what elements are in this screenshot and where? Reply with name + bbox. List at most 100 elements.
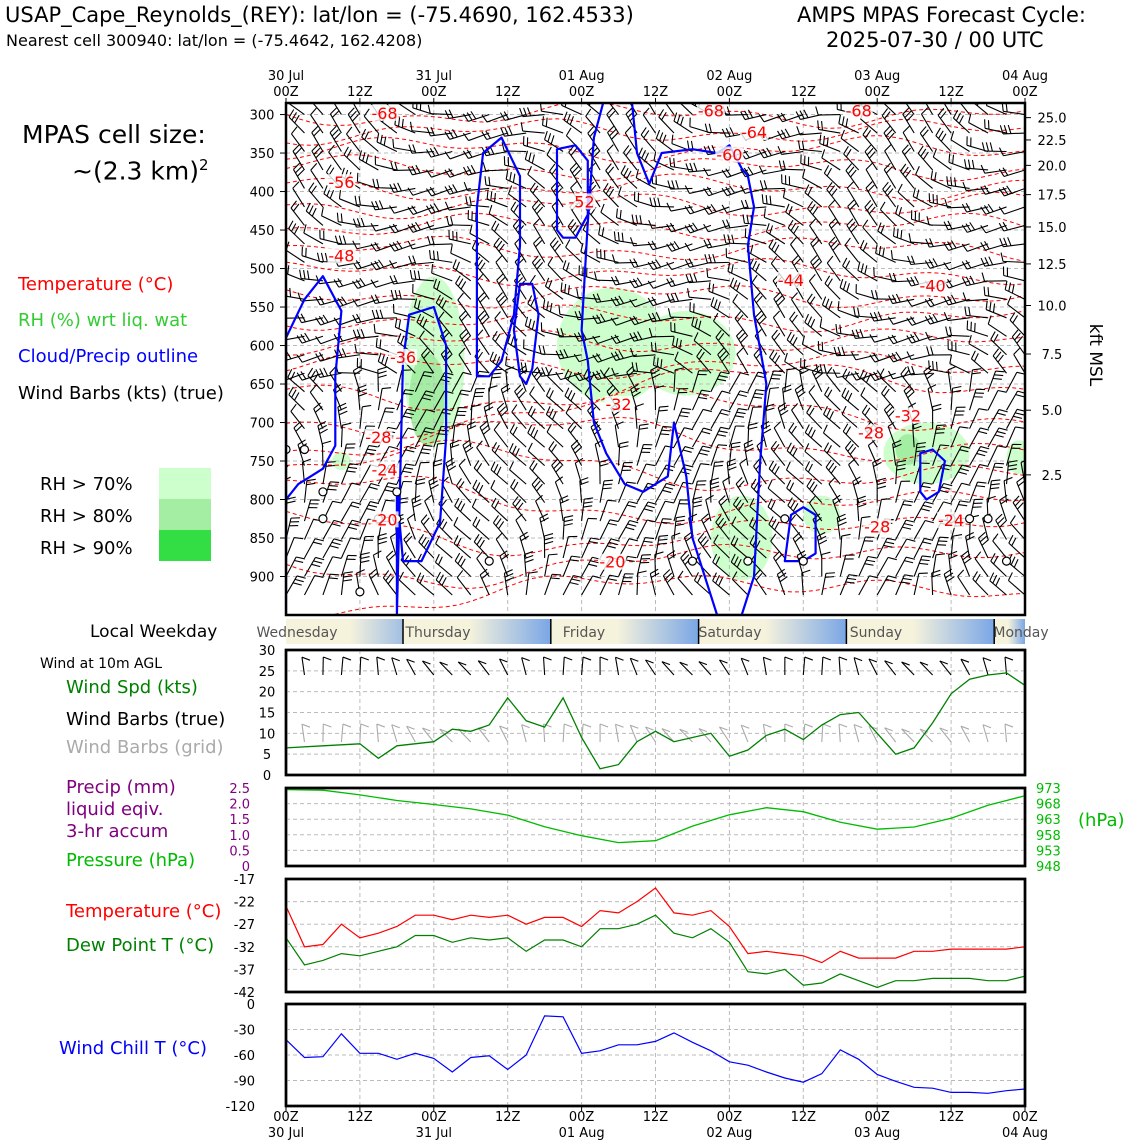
wind-barb (496, 273, 509, 300)
wind-barb-flag (902, 166, 909, 175)
wind-barb-flag (394, 318, 398, 328)
wind-barb-shaft (929, 201, 952, 208)
wind-barb-shaft (1012, 502, 1025, 522)
wind-barb-shaft (333, 103, 342, 115)
wind-barb-flag (462, 113, 469, 122)
wind-barb (875, 244, 896, 263)
wind-barb (337, 402, 348, 429)
wind-barb-flag (479, 420, 488, 428)
wind-barb-grid-shaft (614, 724, 620, 743)
wind-barb-flag (407, 240, 413, 250)
wind-barb-flag (265, 98, 266, 107)
wind-barb-flag (1007, 237, 1012, 246)
wind-barb-flag (996, 430, 1006, 435)
wind-barb-flag (620, 165, 626, 174)
wind-barb-flag (321, 206, 324, 216)
pressure-panel-border (284, 786, 1027, 868)
wind-barb-flag (545, 117, 548, 127)
wind-barb-true (581, 656, 592, 676)
wind-barb-flag (961, 277, 968, 286)
wind-barb-shaft (877, 230, 896, 245)
wind-barb-flag (628, 538, 638, 542)
wind-barb (946, 176, 970, 190)
wind-barb-flag (720, 426, 730, 430)
wind-barb (495, 255, 509, 282)
wind-barb-flag (508, 126, 513, 136)
wind-barb-flag (455, 275, 461, 284)
wind-barb-flag (309, 384, 317, 393)
wind-barb (984, 119, 1007, 134)
wind-barb-flag (807, 463, 813, 473)
wind-barb (377, 482, 397, 503)
wind-barb-flag (692, 222, 699, 231)
wind-barb-flag (422, 318, 428, 328)
wind-barb-flag (492, 330, 498, 340)
wind-barb-flag (583, 505, 593, 508)
wind-barb-flag (674, 351, 679, 361)
wind-barb-shaft (776, 574, 786, 596)
wind-barb (618, 441, 629, 466)
wind-barb-flag (565, 262, 570, 272)
wind-barb (286, 464, 287, 466)
wind-barb-shaft (1008, 580, 1025, 596)
wind-barb-shaft (691, 427, 704, 448)
wind-barb (917, 145, 934, 171)
wind-barb-shaft (805, 468, 823, 485)
wind-barb-flag (1007, 572, 1013, 581)
wind-barb-flag (453, 535, 459, 544)
wind-barb-flag (814, 261, 822, 270)
wind-barb-flag (592, 354, 599, 363)
isotherm-line (286, 285, 1025, 309)
wind-barb-shaft (838, 123, 859, 134)
wind-barb-shaft (895, 481, 902, 503)
wind-barb-flag (535, 240, 543, 248)
wind-barb-flag (1015, 394, 1025, 398)
wind-barb (467, 210, 490, 226)
wind-barb-flag (460, 313, 468, 322)
wind-barb-flag (524, 316, 529, 326)
wind-barb-shaft (302, 354, 324, 363)
wind-barb-shaft (671, 261, 693, 271)
wind-barb-flag (749, 498, 755, 507)
wind-barb-flag (826, 182, 833, 190)
wind-barb-true (679, 661, 693, 676)
wind-barb-flag (775, 295, 783, 303)
wind-barb-flag (878, 245, 882, 256)
wind-barb-flag (983, 205, 990, 214)
wind-barb-flag (494, 311, 501, 319)
wind-barb (672, 336, 693, 356)
wind-barb-shaft (806, 300, 823, 319)
wind-barb-flag (906, 351, 912, 360)
wind-barb-flag (310, 163, 318, 171)
wind-barb (969, 427, 990, 448)
wind-barb (581, 575, 602, 596)
wind-barb-flag (987, 287, 990, 297)
wind-barb-shaft (286, 556, 297, 577)
wind-barb-shaft (972, 578, 989, 596)
wind-barb-shaft (764, 216, 786, 226)
wind-barb-flag (842, 423, 849, 432)
wind-barb-shaft (826, 189, 841, 208)
wind-barb-flag (945, 572, 954, 579)
wind-barb-flag (493, 237, 500, 246)
temperature-ytick-label: -27 (234, 918, 255, 933)
wind-barb-flag (570, 392, 576, 402)
wind-barb-flag (601, 227, 605, 237)
wind-barb (999, 124, 1025, 135)
isotherm-label: -52 (569, 192, 595, 211)
wind-barb-shaft (839, 574, 850, 596)
wind-barb-grid-flag (1004, 723, 1014, 728)
wind-barb-shaft (947, 369, 952, 392)
wind-barb-flag (607, 578, 617, 581)
wind-barb (765, 370, 783, 392)
wind-barb-shaft (947, 317, 970, 322)
wind-barb-true (821, 656, 832, 676)
wind-barb-shaft (476, 336, 490, 356)
wind-barb-shaft (357, 366, 379, 374)
wind-barb-flag (906, 298, 913, 307)
wind-barb-flag (753, 292, 761, 300)
wind-barb-flag (425, 427, 435, 431)
wind-barb (794, 383, 806, 411)
wind-barb-flag (463, 335, 471, 343)
wind-barb (308, 182, 324, 208)
